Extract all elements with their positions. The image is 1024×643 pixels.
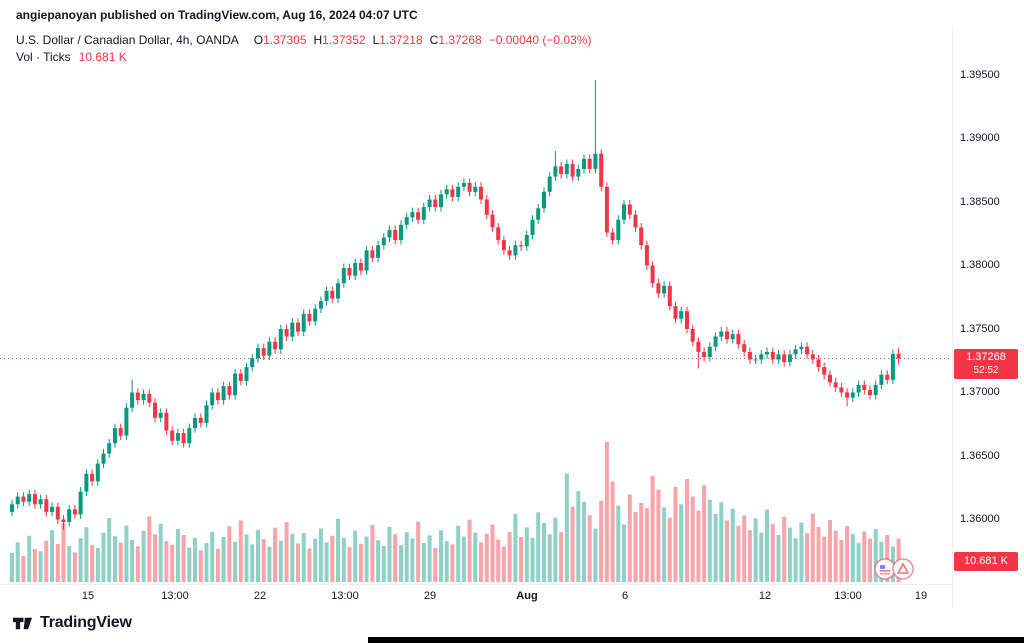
price-axis[interactable]: 1.39500 1.39000 1.38500 1.38000 1.37500 1.370…	[953, 0, 1024, 608]
time-tick-label: 13:00	[161, 590, 189, 602]
economic-event-icons[interactable]	[872, 556, 918, 587]
time-axis-separator	[0, 584, 952, 585]
attribution-text: angiepanoyan published on TradingView.co…	[16, 8, 418, 22]
open-value: 1.37305	[263, 33, 307, 47]
time-tick-label: 19	[914, 590, 928, 602]
high-label: H	[313, 33, 323, 47]
footer-brand[interactable]: TradingView	[12, 608, 132, 638]
change-value: −0.00040 (−0.03%)	[488, 33, 592, 47]
bottom-black-strip	[368, 637, 1024, 643]
high-value: 1.37352	[322, 33, 366, 47]
time-tick-label: 13:00	[834, 590, 862, 602]
price-axis-separator	[952, 28, 953, 608]
tradingview-logo-icon	[12, 617, 33, 629]
last-price-value: 1.37268	[966, 351, 1006, 364]
open-label: O	[253, 33, 264, 47]
close-label: C	[429, 33, 439, 47]
volume-badge: 10.681 K	[954, 552, 1018, 571]
time-tick-label: 12	[758, 590, 772, 602]
volume-value: 10.681 K	[78, 50, 127, 64]
price-tick-label: 1.36000	[960, 513, 1000, 525]
low-value: 1.37218	[379, 33, 423, 47]
time-tick-label: Aug	[516, 590, 538, 602]
volume-indicator-label[interactable]: Vol · Ticks	[16, 50, 71, 64]
price-tick-label: 1.39000	[960, 132, 1000, 144]
price-tick-label: 1.38000	[960, 259, 1000, 271]
low-label: L	[372, 33, 380, 47]
price-tick-label: 1.39500	[960, 68, 1000, 81]
last-price-badge: 1.37268 52:52	[954, 349, 1018, 380]
time-tick-label: 6	[621, 590, 629, 602]
time-tick-label: 15	[81, 590, 95, 602]
bar-countdown: 52:52	[973, 365, 999, 377]
time-tick-label: 13:00	[331, 590, 359, 602]
event-icon-2	[892, 558, 914, 580]
symbol-title[interactable]: U.S. Dollar / Canadian Dollar, 4h, OANDA	[16, 33, 239, 47]
price-tick-label: 1.37000	[960, 386, 1000, 398]
time-tick-label: 29	[423, 590, 437, 602]
chart-legend: U.S. Dollar / Canadian Dollar, 4h, OANDA…	[16, 32, 591, 66]
brand-name: TradingView	[40, 614, 132, 631]
price-tick-label: 1.37500	[960, 322, 1000, 335]
time-axis[interactable]: 15 13:00 22 13:00 29 Aug 6 12 13:00 19	[0, 584, 952, 608]
price-tick-label: 1.36500	[960, 449, 1000, 462]
price-tick-label: 1.38500	[960, 195, 1000, 208]
event-icon-1	[874, 558, 896, 580]
close-value: 1.37268	[438, 33, 482, 47]
time-tick-label: 22	[253, 590, 267, 602]
